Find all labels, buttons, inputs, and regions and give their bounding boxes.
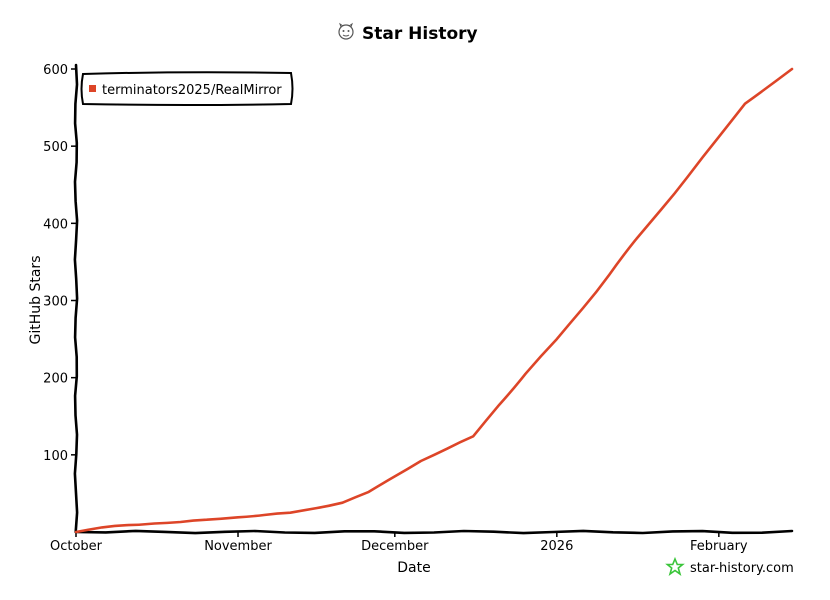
legend: terminators2025/RealMirror	[80, 71, 294, 106]
x-ticks: October November December 2026 February	[50, 532, 748, 554]
legend-swatch	[89, 85, 96, 92]
x-tick-label: 2026	[540, 539, 573, 554]
watermark-text: star-history.com	[690, 561, 794, 576]
watermark[interactable]: star-history.com	[665, 556, 794, 576]
y-ticks: 100 200 300 400 500 600	[43, 63, 76, 464]
y-tick-label: 300	[43, 295, 68, 310]
y-tick-label: 100	[43, 449, 68, 464]
x-tick-label: December	[361, 539, 429, 554]
series-layer	[74, 67, 794, 534]
y-tick-label: 500	[43, 140, 68, 155]
x-tick-label: October	[50, 539, 103, 554]
y-axis-label: GitHub Stars	[28, 256, 44, 345]
x-tick-label: February	[690, 539, 748, 554]
series-line-0	[74, 67, 794, 534]
y-tick-label: 600	[43, 63, 68, 78]
star-icon	[665, 556, 685, 576]
x-tick-label: November	[204, 539, 272, 554]
y-tick-label: 200	[43, 372, 68, 387]
legend-box	[80, 71, 294, 106]
x-axis-label: Date	[397, 560, 430, 576]
chart-title-group: Star History	[338, 22, 478, 44]
chart-title: Star History	[362, 24, 478, 44]
octocat-icon	[338, 22, 354, 40]
x-axis-line	[74, 529, 794, 535]
legend-label: terminators2025/RealMirror	[102, 83, 282, 98]
y-axis-line	[73, 63, 79, 534]
y-tick-label: 400	[43, 217, 68, 232]
axes	[73, 63, 794, 535]
